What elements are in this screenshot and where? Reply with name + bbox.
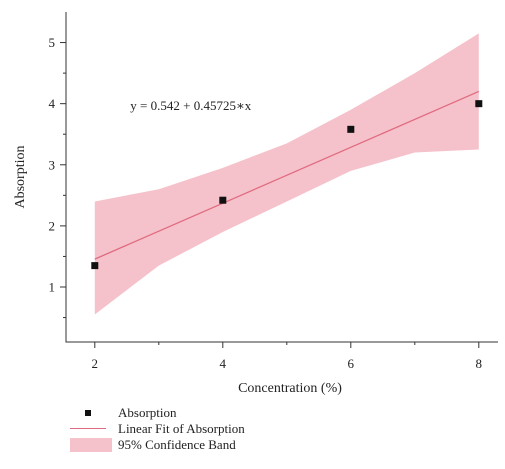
y-tick-label: 1 (49, 280, 56, 295)
x-axis-title: Concentration (%) (238, 381, 342, 396)
legend-item-confidence-band: 95% Confidence Band (70, 437, 245, 453)
data-point-absorption (347, 125, 355, 133)
data-point-absorption (219, 196, 227, 204)
x-tick-label: 6 (348, 356, 355, 371)
fit-equation-annotation: y = 0.542 + 0.45725∗x (130, 98, 251, 113)
y-axis-title: Absorption (13, 146, 28, 209)
y-tick-label: 2 (49, 218, 56, 233)
legend-item-linear-fit: Linear Fit of Absorption (70, 421, 245, 437)
data-point-absorption (91, 262, 99, 270)
legend-item-absorption: Absorption (70, 405, 245, 421)
confidence-band (94, 33, 479, 315)
x-tick-label: 8 (476, 356, 483, 371)
legend-label-confidence-band: 95% Confidence Band (118, 437, 236, 452)
x-tick-label: 2 (92, 356, 99, 371)
legend-line-icon (70, 421, 112, 437)
y-tick-label: 5 (49, 35, 56, 50)
data-point-absorption (475, 100, 483, 108)
y-tick-label: 3 (49, 157, 56, 172)
legend-square-marker-icon (70, 405, 112, 421)
y-tick-label: 4 (49, 96, 56, 111)
legend-label-linear-fit: Linear Fit of Absorption (118, 421, 245, 436)
legend-band-swatch-icon (70, 437, 112, 453)
x-tick-label: 4 (220, 356, 227, 371)
legend-label-absorption: Absorption (118, 405, 177, 420)
legend: Absorption Linear Fit of Absorption 95% … (70, 405, 245, 453)
linear-fit-line (94, 90, 480, 260)
